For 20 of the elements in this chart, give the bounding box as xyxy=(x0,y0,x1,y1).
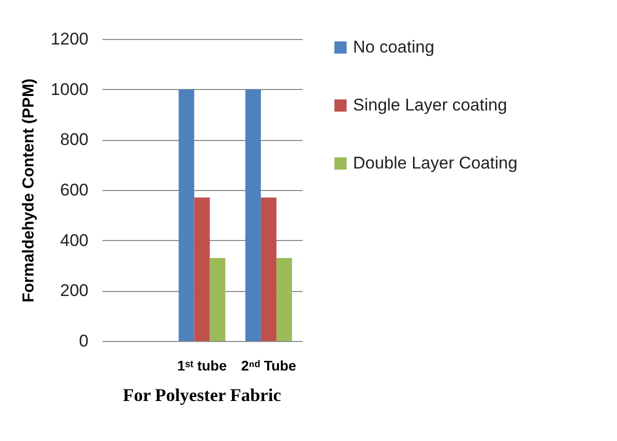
x-tick-label: 2ⁿᵈ Tube xyxy=(241,358,296,374)
legend-label: No coating xyxy=(353,38,434,56)
y-axis-title: Formaldehyde Content (PPM) xyxy=(20,78,38,303)
bar xyxy=(260,198,276,341)
bar xyxy=(276,258,292,341)
text: For Polyester Fabric xyxy=(122,385,282,405)
bar xyxy=(210,258,226,341)
x-tick-label: 1ˢᵗ tube xyxy=(177,358,227,374)
bar xyxy=(245,89,261,341)
y-tick-label: 400 xyxy=(60,230,88,250)
bar xyxy=(194,198,210,341)
y-tick-label: 800 xyxy=(60,130,88,150)
legend-label: Single Layer coating xyxy=(353,96,508,114)
y-tick-label: 1000 xyxy=(50,80,88,99)
y-tick-label: 600 xyxy=(60,180,88,200)
y-tick-label: 200 xyxy=(60,281,88,300)
legend-label: Double Layer Coating xyxy=(353,154,518,172)
bar xyxy=(178,89,194,341)
y-tick-label: 1200 xyxy=(50,30,88,48)
y-tick-label: 0 xyxy=(79,332,88,350)
